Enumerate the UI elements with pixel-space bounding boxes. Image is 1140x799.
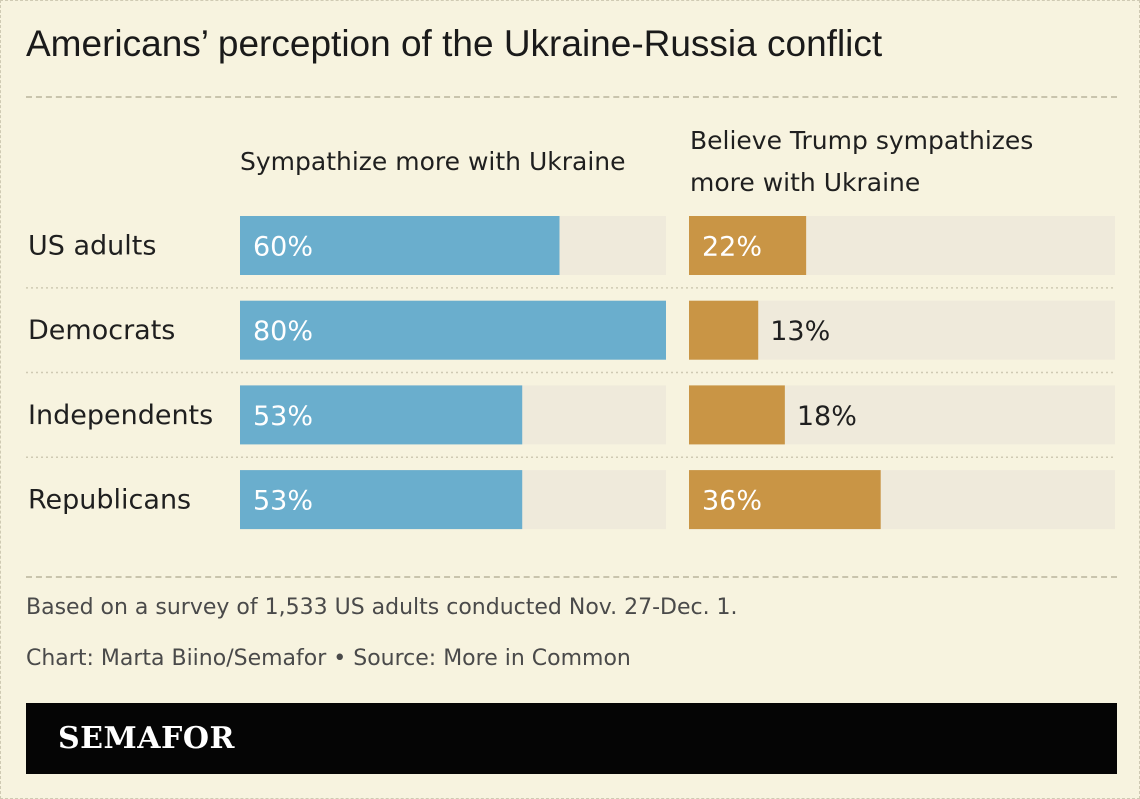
data-label-ukraine: 53% bbox=[253, 401, 313, 432]
footer-bar: SEMAFOR bbox=[26, 703, 1117, 774]
bar-trump bbox=[689, 216, 807, 275]
data-label-trump: 18% bbox=[797, 401, 857, 432]
bar-trump bbox=[689, 300, 759, 360]
category-label: Republicans bbox=[28, 485, 191, 516]
bar-track-trump bbox=[689, 300, 1115, 360]
chart-title: Americans’ perception of the Ukraine-Rus… bbox=[26, 23, 883, 64]
data-label-ukraine: 80% bbox=[253, 316, 313, 347]
category-label: Independents bbox=[28, 400, 213, 431]
semafor-logo: SEMAFOR bbox=[58, 721, 235, 756]
bar-ukraine bbox=[240, 470, 523, 530]
survey-note: Based on a survey of 1,533 US adults con… bbox=[26, 595, 738, 620]
top-divider bbox=[26, 96, 1117, 98]
panel-title-ukraine: Sympathize more with Ukraine bbox=[240, 147, 626, 176]
data-label-ukraine: 53% bbox=[253, 486, 313, 517]
data-label-ukraine: 60% bbox=[253, 232, 313, 263]
panel-title-trump: Believe Trump sympathizes more with Ukra… bbox=[690, 126, 1034, 197]
data-label-trump: 22% bbox=[702, 232, 762, 263]
bar-ukraine bbox=[240, 300, 666, 360]
bar-trump bbox=[689, 470, 881, 530]
data-label-trump: 36% bbox=[702, 486, 762, 517]
bar-trump bbox=[689, 385, 785, 445]
data-label-trump: 13% bbox=[770, 316, 830, 347]
bar-ukraine bbox=[240, 216, 560, 275]
bar-chart: US adults 60% 22% Democrats 80% 13% Independen… bbox=[26, 216, 1115, 530]
bottom-divider bbox=[26, 576, 1117, 578]
bar-ukraine bbox=[240, 385, 523, 445]
chart-credit: Chart: Marta Biino/Semafor • Source: Mor… bbox=[26, 646, 631, 671]
category-label: US adults bbox=[28, 231, 156, 262]
category-label: Democrats bbox=[28, 315, 175, 346]
